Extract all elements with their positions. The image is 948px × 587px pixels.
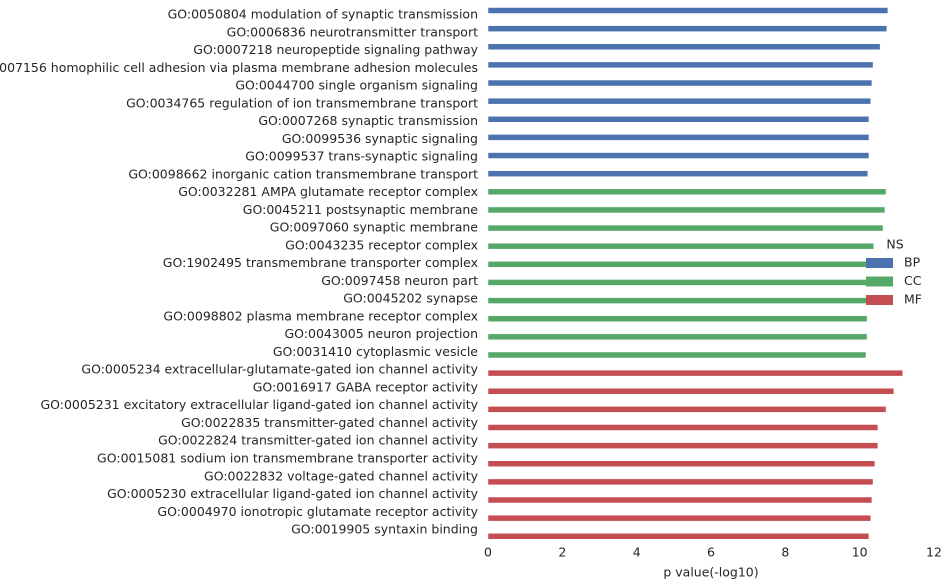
bar [487, 170, 869, 177]
y-tick-label: GO:0016917 GABA receptor activity [253, 379, 479, 394]
bar [487, 206, 886, 214]
x-tick-label: 4 [633, 545, 641, 560]
legend-swatch [866, 258, 893, 268]
bar [487, 333, 868, 341]
bar [487, 279, 872, 286]
y-tick-label: GO:0044700 single organism signaling [235, 78, 478, 93]
legend-swatch [866, 295, 893, 305]
bar [487, 387, 895, 395]
y-tick-label: GO:0031410 cytoplasmic vesicle [273, 344, 478, 359]
y-tick-label: GO:0022832 voltage-gated channel activit… [204, 468, 479, 483]
bar [487, 514, 872, 522]
bar [487, 369, 904, 377]
y-tick-label: GO:0098802 plasma membrane receptor comp… [163, 308, 478, 323]
y-tick-label: GO:0007218 neuropeptide signaling pathwa… [193, 42, 478, 57]
x-axis-label: p value(-log10) [663, 565, 758, 580]
y-tick-label: GO:0043005 neuron projection [284, 326, 478, 341]
bar [487, 496, 873, 504]
bar [487, 442, 879, 449]
x-tick-label: 10 [852, 545, 868, 560]
y-tick-label: GO:0097458 neuron part [321, 273, 478, 288]
bar [487, 43, 881, 51]
bar [487, 242, 875, 250]
y-tick-label: GO:0045202 synapse [343, 291, 478, 306]
y-tick-label: GO:0019905 syntaxin binding [291, 522, 478, 537]
legend-label: BP [904, 255, 921, 270]
y-tick-label: GO:0032281 AMPA glutamate receptor compl… [178, 184, 478, 199]
legend-title: NS [886, 237, 903, 252]
y-tick-label: GO:0099536 synaptic signaling [282, 131, 478, 146]
legend-label: MF [904, 292, 922, 307]
y-tick-label: GO:0097060 synaptic membrane [270, 220, 479, 235]
legend-label: CC [904, 273, 922, 288]
y-tick-label: GO:1902495 transmembrane transporter com… [163, 255, 478, 270]
bar [487, 460, 876, 467]
bar [487, 116, 870, 123]
bar [487, 406, 887, 413]
legend-swatch [866, 276, 893, 287]
y-tick-label: GO:0004970 ionotropic glutamate receptor… [157, 504, 478, 519]
bar [487, 134, 870, 141]
bar [487, 315, 868, 322]
x-tick-label: 6 [707, 545, 715, 560]
bar [487, 424, 879, 431]
y-tick-label: GO:0005231 excitatory extracellular liga… [40, 397, 478, 412]
y-tick-label: GO:0006836 neurotransmitter transport [227, 24, 478, 39]
y-tick-label: GO:0043235 receptor complex [285, 237, 478, 252]
y-tick-label: GO:0007156 homophilic cell adhesion via … [0, 60, 478, 75]
bar [487, 351, 867, 359]
bar [487, 79, 873, 87]
y-tick-label: GO:0098662 inorganic cation transmembran… [128, 166, 478, 181]
bar [487, 61, 874, 69]
bar [487, 152, 870, 159]
y-tick-label: GO:0005234 extracellular-glutamate-gated… [81, 362, 478, 377]
bar [487, 97, 872, 105]
x-tick-label: 0 [484, 545, 492, 560]
bar [487, 478, 874, 486]
x-tick-label: 8 [781, 545, 789, 560]
y-tick-label: GO:0099537 trans-synaptic signaling [245, 149, 478, 164]
bar [487, 533, 870, 540]
y-tick-label: GO:0022835 transmitter-gated channel act… [181, 415, 478, 430]
bar [487, 224, 884, 232]
y-tick-label: GO:0050804 modulation of synaptic transm… [168, 7, 478, 22]
y-tick-label: GO:0045211 postsynaptic membrane [243, 202, 479, 217]
y-tick-label: GO:0034765 regulation of ion transmembra… [126, 95, 478, 110]
y-tick-label: GO:0022824 transmitter-gated ion channel… [158, 433, 479, 448]
y-tick-label: GO:0005230 extracellular ligand-gated io… [107, 486, 479, 501]
y-tick-label: GO:0015081 sodium ion transmembrane tran… [97, 451, 479, 466]
bar [487, 261, 873, 268]
x-tick-label: 12 [926, 545, 942, 560]
bar [487, 297, 870, 304]
x-tick-label: 2 [558, 545, 566, 560]
y-tick-label: GO:0007268 synaptic transmission [258, 113, 478, 128]
bar [487, 188, 887, 196]
bar [487, 7, 889, 14]
bar [487, 25, 888, 32]
